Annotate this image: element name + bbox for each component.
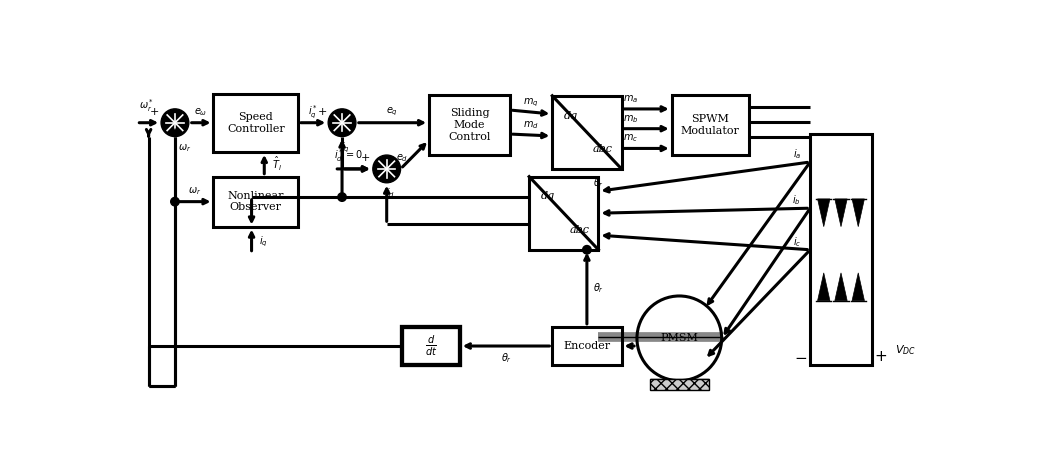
Circle shape	[161, 109, 189, 136]
Polygon shape	[817, 273, 830, 300]
Circle shape	[372, 155, 400, 183]
Polygon shape	[852, 199, 864, 227]
Text: $i_q$: $i_q$	[259, 235, 268, 249]
Circle shape	[582, 245, 591, 254]
Text: $\omega_r$: $\omega_r$	[187, 185, 201, 197]
Text: $e_q$: $e_q$	[387, 106, 398, 118]
Text: Speed
Controller: Speed Controller	[227, 112, 285, 134]
Bar	[213, 177, 298, 227]
Bar	[810, 134, 872, 365]
Text: +: +	[317, 107, 327, 117]
Text: $i_q^*$: $i_q^*$	[308, 103, 318, 120]
Text: $e_d$: $e_d$	[396, 152, 409, 164]
Text: $i_q$: $i_q$	[341, 141, 349, 155]
Text: $i_b$: $i_b$	[792, 194, 801, 207]
Bar	[213, 94, 298, 152]
Bar	[672, 95, 749, 155]
Polygon shape	[817, 199, 830, 227]
Bar	[430, 95, 510, 155]
Polygon shape	[835, 199, 848, 227]
Text: $i_d$: $i_d$	[386, 187, 395, 201]
Text: PMSM: PMSM	[660, 333, 698, 344]
Text: $\omega_r$: $\omega_r$	[178, 142, 191, 154]
Text: +: +	[150, 107, 159, 117]
Bar	[552, 327, 622, 365]
Circle shape	[329, 109, 356, 136]
Bar	[552, 96, 622, 169]
Text: $\omega_r^*$: $\omega_r^*$	[138, 98, 154, 114]
Text: $\frac{d}{dt}$: $\frac{d}{dt}$	[424, 334, 437, 358]
Text: SPWM
Modulator: SPWM Modulator	[680, 114, 739, 136]
Text: $e_\omega$: $e_\omega$	[194, 106, 208, 118]
Text: $\hat{T}_l$: $\hat{T}_l$	[272, 155, 282, 173]
Text: $m_b$: $m_b$	[623, 113, 639, 125]
Text: $\theta_r$: $\theta_r$	[593, 281, 604, 295]
Text: $\theta_r$: $\theta_r$	[500, 351, 512, 365]
Text: $V_{DC}$: $V_{DC}$	[894, 343, 916, 357]
Text: $m_q$: $m_q$	[523, 97, 539, 109]
Text: $m_d$: $m_d$	[523, 120, 539, 131]
Text: Encoder: Encoder	[564, 341, 610, 351]
Bar	[529, 177, 598, 250]
Text: $i_c$: $i_c$	[792, 235, 801, 249]
Polygon shape	[852, 273, 864, 300]
Text: $i_d^* = 0$: $i_d^* = 0$	[334, 147, 364, 164]
Text: $-$: $-$	[795, 349, 807, 364]
Bar	[402, 327, 460, 365]
Text: dq: dq	[564, 110, 578, 120]
Text: +: +	[361, 153, 370, 163]
Polygon shape	[835, 273, 848, 300]
Circle shape	[171, 197, 179, 206]
Text: Nonlinear
Observer: Nonlinear Observer	[228, 191, 284, 213]
Bar	[650, 379, 708, 390]
Text: $m_c$: $m_c$	[623, 132, 639, 144]
Circle shape	[338, 193, 346, 202]
Text: $m_a$: $m_a$	[623, 93, 639, 105]
Text: Sliding
Mode
Control: Sliding Mode Control	[448, 109, 491, 142]
Text: abc: abc	[570, 225, 590, 235]
Text: $+$: $+$	[875, 349, 887, 364]
Text: $i_a$: $i_a$	[792, 147, 801, 161]
Text: $\theta_r$: $\theta_r$	[593, 176, 604, 190]
Text: abc: abc	[593, 144, 613, 154]
Text: dq: dq	[541, 191, 555, 202]
